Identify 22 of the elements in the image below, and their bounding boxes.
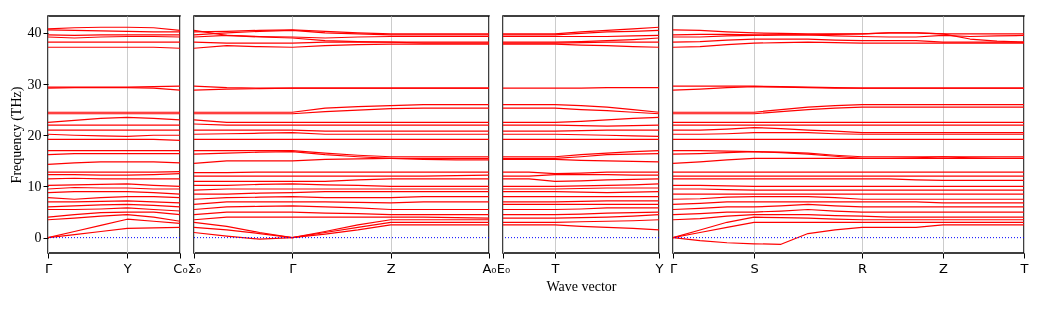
x-tick-label: S [750,260,759,276]
x-tick-label: Γ [669,260,678,276]
y-tick-label: 30 [27,76,42,92]
y-axis-title: Frequency (THz) [8,86,25,184]
x-tick-label: Γ [289,260,298,276]
x-tick-label: Σ₀ [187,260,202,276]
x-tick-label: T [1019,260,1029,276]
y-tick-label: 40 [27,25,42,41]
y-tick-label: 20 [27,127,42,143]
x-tick-label: Y [122,260,132,276]
x-tick-label: E₀ [496,260,511,276]
x-tick-label: Z [386,260,396,276]
y-tick-label: 10 [27,178,42,194]
x-tick-label: C₀ [173,260,188,276]
x-tick-label: A₀ [482,260,497,276]
x-tick-label: Z [939,260,949,276]
x-tick-label: T [550,260,560,276]
x-tick-label: Γ [44,260,53,276]
y-tick-label: 0 [34,230,42,246]
x-tick-label: R [857,260,868,276]
x-axis-title: Wave vector [546,278,617,294]
x-tick-label: Y [654,260,664,276]
